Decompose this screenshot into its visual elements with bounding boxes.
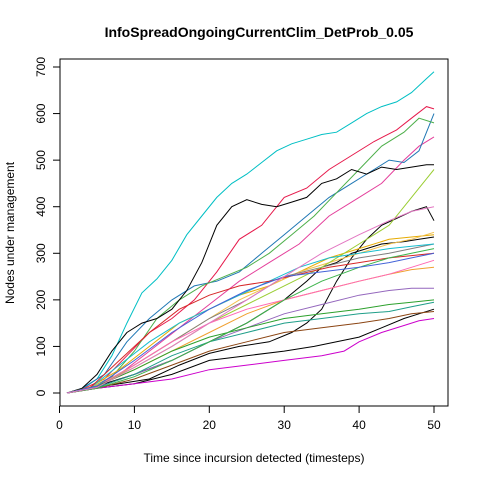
series-line-4 bbox=[66, 113, 435, 394]
y-tick-label: 300 bbox=[34, 243, 48, 263]
series-line-23 bbox=[66, 248, 435, 394]
plot-area bbox=[66, 71, 435, 394]
x-tick-label: 20 bbox=[203, 418, 217, 432]
series-line-16 bbox=[66, 252, 435, 394]
y-tick-label: 700 bbox=[34, 57, 48, 77]
series-line-19 bbox=[66, 318, 435, 394]
series-line-10 bbox=[66, 234, 435, 394]
series-line-6 bbox=[66, 164, 434, 394]
series-line-17 bbox=[66, 259, 435, 394]
y-tick-label: 100 bbox=[34, 336, 48, 356]
x-tick-label: 50 bbox=[427, 418, 441, 432]
series-line-7 bbox=[66, 206, 435, 394]
series-line-20 bbox=[66, 299, 435, 394]
y-axis-label: Nodes under management bbox=[3, 161, 17, 304]
y-tick-label: 600 bbox=[34, 103, 48, 123]
x-tick-label: 0 bbox=[56, 418, 63, 432]
series-line-9 bbox=[66, 308, 435, 394]
y-tick-label: 400 bbox=[34, 196, 48, 216]
series-line-21 bbox=[66, 301, 435, 394]
x-axis: 0 10 20 30 40 50 bbox=[56, 405, 441, 432]
series-line-11 bbox=[66, 231, 435, 394]
series-line-24 bbox=[66, 252, 435, 394]
y-tick-label: 500 bbox=[34, 150, 48, 170]
series-line-5 bbox=[66, 117, 435, 394]
x-axis-label: Time since incursion detected (timesteps… bbox=[144, 451, 365, 465]
series-line-22 bbox=[66, 311, 435, 394]
series-line-3 bbox=[66, 136, 435, 394]
y-axis: 0 100 200 300 400 500 600 700 bbox=[34, 57, 61, 396]
y-tick-label: 0 bbox=[34, 389, 48, 396]
chart-title: InfoSpreadOngoingCurrentClim_DetProb_0.0… bbox=[105, 24, 414, 40]
x-tick-label: 10 bbox=[128, 418, 142, 432]
series-line-2 bbox=[66, 106, 435, 394]
series-line-1 bbox=[66, 71, 435, 394]
series-line-25 bbox=[66, 206, 435, 394]
y-tick-label: 200 bbox=[34, 290, 48, 310]
x-tick-label: 30 bbox=[278, 418, 292, 432]
x-tick-label: 40 bbox=[352, 418, 366, 432]
